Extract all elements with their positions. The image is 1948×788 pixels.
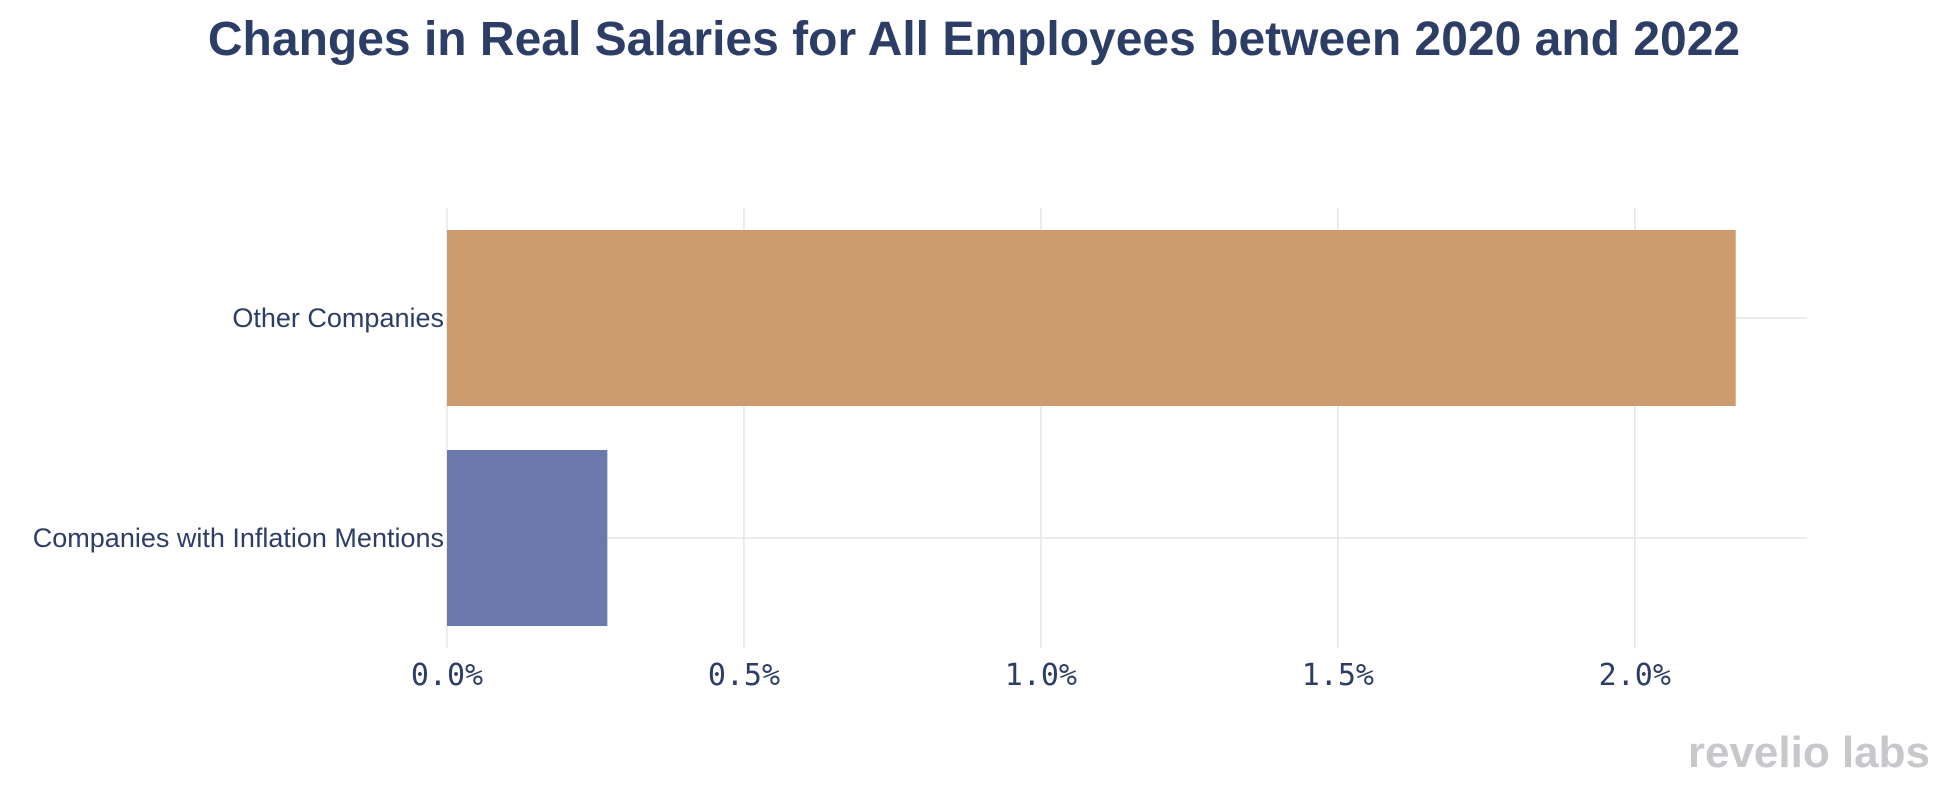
category-label-1: Companies with Inflation Mentions <box>33 523 444 553</box>
x-tick-label-4: 2.0% <box>1599 658 1671 693</box>
bars <box>447 230 1736 626</box>
x-tick-label-1: 0.5% <box>708 658 780 693</box>
category-label-0: Other Companies <box>232 303 444 333</box>
bar-0 <box>447 230 1736 406</box>
bar-1 <box>447 450 608 626</box>
x-tick-label-0: 0.0% <box>411 658 483 693</box>
revelio-labs-logo: revelio labs <box>1687 728 1930 777</box>
chart-title: Changes in Real Salaries for All Employe… <box>207 13 1741 66</box>
category-labels: Other Companies Companies with Inflation … <box>33 303 444 553</box>
x-tick-labels: 0.0% 0.5% 1.0% 1.5% 2.0% <box>411 658 1671 693</box>
x-tick-label-3: 1.5% <box>1302 658 1374 693</box>
x-tick-label-2: 1.0% <box>1005 658 1077 693</box>
